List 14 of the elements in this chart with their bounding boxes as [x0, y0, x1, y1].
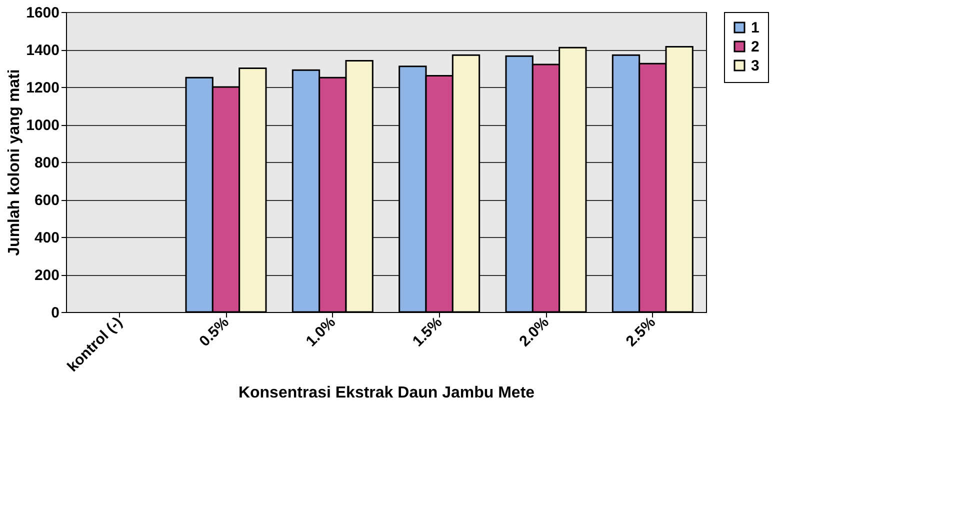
x-axis-title: Konsentrasi Ekstrak Daun Jambu Mete	[238, 384, 535, 402]
y-tick-label: 200	[34, 267, 60, 284]
legend-label: 3	[751, 58, 760, 74]
y-tick-label: 1400	[26, 42, 60, 59]
y-tick-label: 1200	[26, 80, 60, 96]
y-tick-label: 1000	[26, 117, 60, 134]
y-tick-label: 600	[34, 192, 60, 209]
y-tick-label: 1600	[26, 4, 60, 22]
y-tick-label: 0	[51, 304, 60, 322]
legend-label: 1	[751, 20, 760, 36]
y-tick-label: 400	[34, 230, 60, 246]
legend-label: 2	[751, 38, 760, 56]
y-tick-label: 800	[34, 154, 60, 172]
y-axis-title: Jumlah koloni yang mati	[6, 69, 24, 256]
